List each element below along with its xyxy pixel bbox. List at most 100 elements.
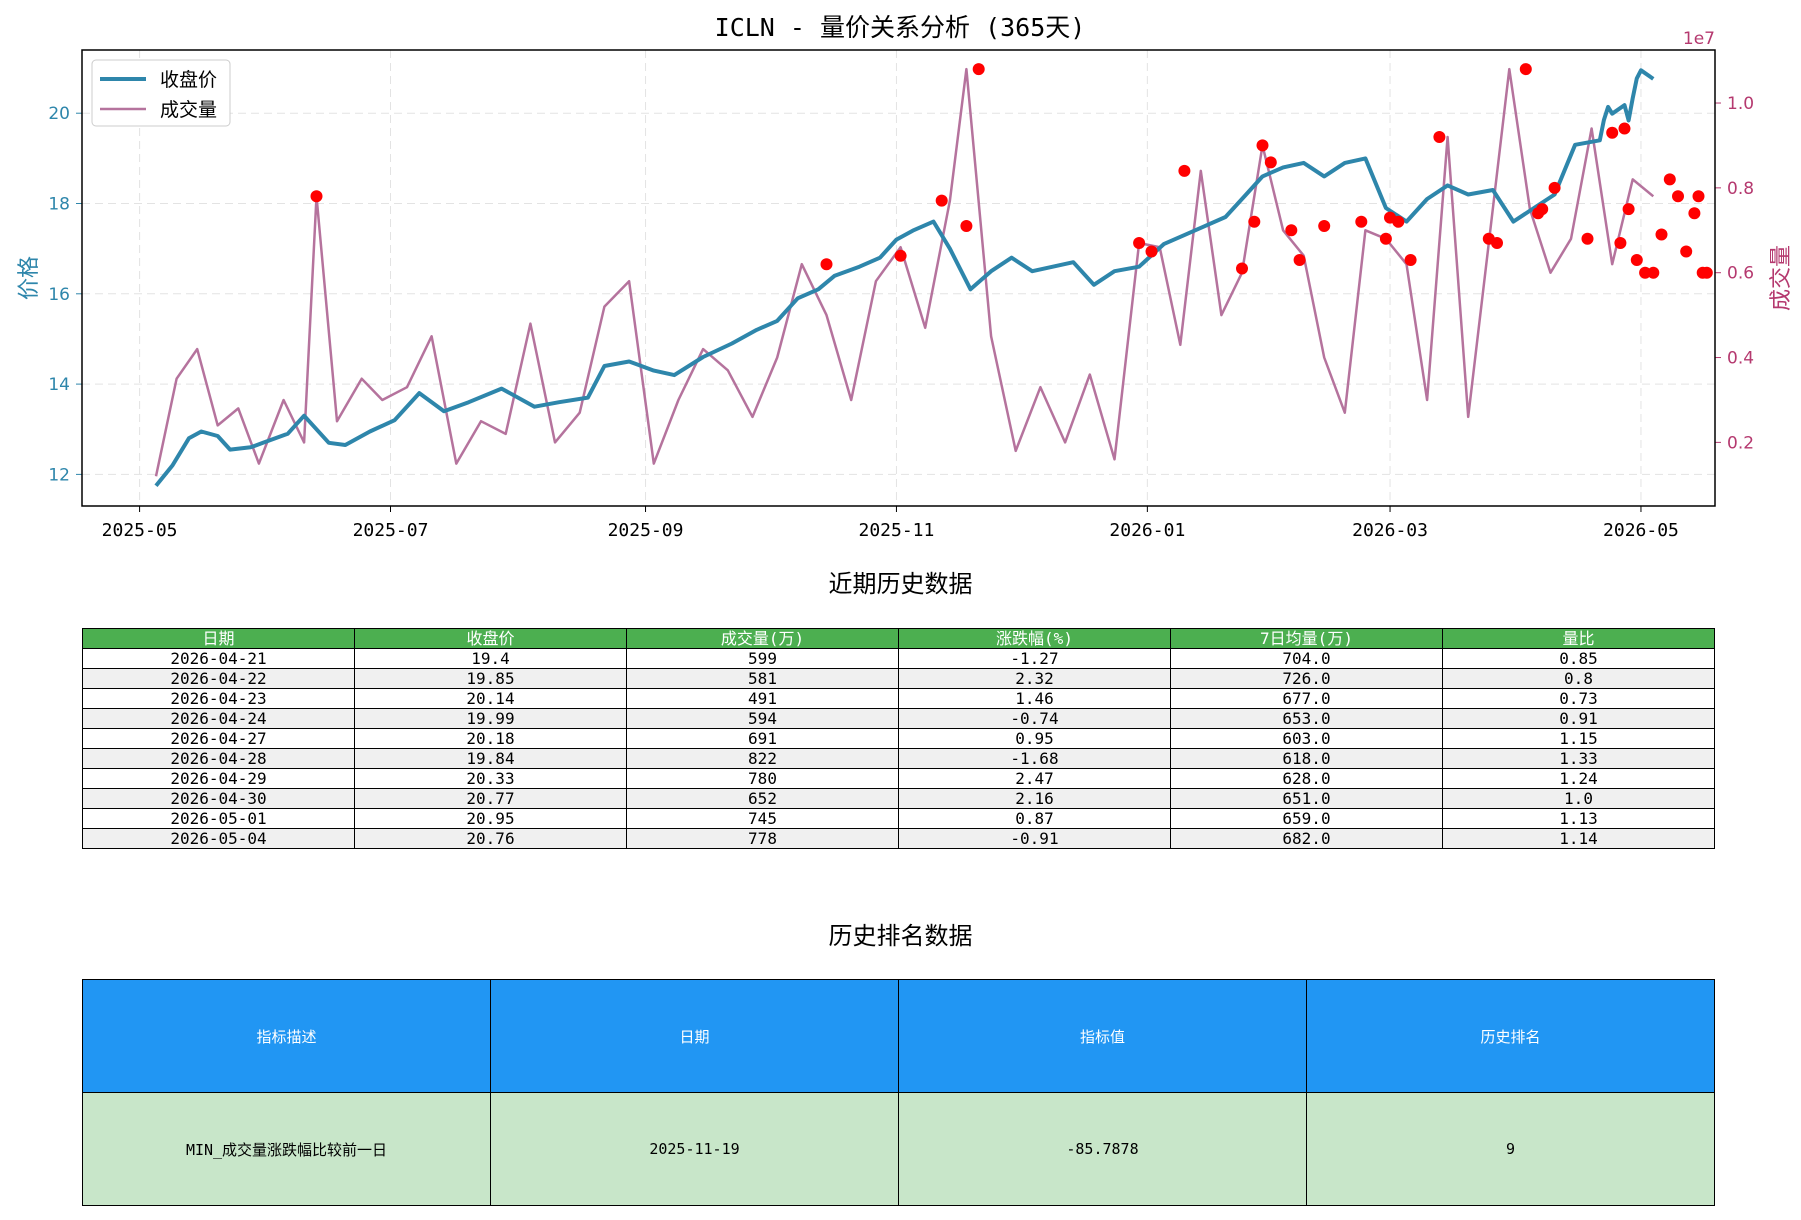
table-cell: 618.0	[1170, 748, 1443, 769]
column-header: 指标描述	[82, 979, 491, 1093]
table-cell: 651.0	[1170, 788, 1443, 809]
recent-data-table: 日期 收盘价 成交量(万) 涨跌幅(%) 7日均量(万) 量比 2026-04-21 19.…	[82, 628, 1715, 849]
table-row: 2026-04-27 20.18 691 0.95 603.0 1.15	[82, 728, 1715, 749]
volume-marker-point	[1433, 131, 1446, 143]
table-cell: 2026-04-24	[82, 708, 355, 729]
table-cell: 581	[626, 668, 899, 689]
rank-table-header-row: 指标描述 日期 指标值 历史排名	[82, 979, 1715, 1093]
table-cell: 0.87	[898, 808, 1171, 829]
column-header: 历史排名	[1306, 979, 1715, 1093]
table-cell: 0.73	[1442, 688, 1715, 709]
table-row: 2026-04-30 20.77 652 2.16 651.0 1.0	[82, 788, 1715, 809]
volume-marker-point	[1256, 139, 1269, 152]
volume-marker-point	[1236, 262, 1248, 275]
y-left-tick-label: 14	[48, 375, 70, 395]
table-cell: 2026-05-01	[82, 808, 355, 829]
volume-marker-point	[1688, 207, 1701, 220]
table-row: 2026-05-04 20.76 778 -0.91 682.0 1.14	[82, 828, 1715, 849]
table-cell: 20.95	[354, 808, 627, 829]
plot-frame	[81, 49, 1716, 507]
table-cell: 491	[626, 688, 899, 709]
table-cell: -0.91	[898, 828, 1171, 849]
volume-marker-point	[1318, 220, 1331, 232]
volume-marker-point	[1248, 215, 1261, 228]
table-cell: 2026-04-23	[82, 688, 355, 709]
table-row: 2026-04-29 20.33 780 2.47 628.0 1.24	[82, 768, 1715, 789]
table-row: 2026-04-23 20.14 491 1.46 677.0 0.73	[82, 688, 1715, 709]
table-cell: 2026-04-30	[82, 788, 355, 809]
recent-data-title: 近期历史数据	[828, 570, 973, 598]
volume-marker-point	[1622, 203, 1635, 216]
y-right-tick-label: 0.8	[1727, 179, 1754, 199]
volume-marker-point	[1672, 190, 1684, 203]
column-header: 涨跌幅(%)	[898, 628, 1171, 649]
table-cell: 780	[626, 768, 899, 789]
volume-marker-point	[1285, 224, 1298, 237]
volume-marker-point	[1663, 173, 1676, 186]
volume-marker-point	[1692, 190, 1705, 203]
x-tick-label: 2025-09	[608, 520, 684, 541]
legend: 收盘价 成交量	[91, 59, 231, 127]
x-tick-label: 2026-03	[1352, 520, 1428, 541]
volume-marker-point	[1379, 232, 1392, 245]
ranking-data-title: 历史排名数据	[828, 922, 973, 950]
volume-marker-point	[1293, 254, 1306, 266]
volume-marker-point	[820, 258, 833, 271]
table-cell: 2.32	[898, 668, 1171, 689]
volume-price-chart: ICLN - 量价关系分析 (365天) 2025-05 2025-07 2025-…	[17, 13, 1794, 541]
column-header: 日期	[82, 628, 355, 649]
table-row: MIN_成交量涨跌幅比较前一日 2025-11-19 -85.7878 9	[82, 1092, 1715, 1206]
table-cell: 1.24	[1442, 768, 1715, 789]
price-series-line	[154, 68, 1655, 487]
legend-volume-label: 成交量	[160, 99, 217, 121]
legend-price-label: 收盘价	[160, 69, 217, 91]
table-cell: 628.0	[1170, 768, 1443, 789]
table-row: 2026-04-21 19.4 599 -1.27 704.0 0.85	[82, 648, 1715, 669]
column-header: 成交量(万)	[626, 628, 899, 649]
table-cell: 653.0	[1170, 708, 1443, 729]
volume-marker-point	[1581, 232, 1594, 245]
table-cell: 1.13	[1442, 808, 1715, 829]
y-left-tick-label: 20	[48, 104, 70, 124]
ranking-data-table: 指标描述 日期 指标值 历史排名 MIN_成交量涨跌幅比较前一日 2025-11-19-…	[82, 979, 1715, 1206]
volume-marker-point	[972, 63, 985, 76]
table-cell: 1.15	[1442, 728, 1715, 749]
y-right-tick-label: 0.4	[1727, 349, 1754, 369]
table-cell: 691	[626, 728, 899, 749]
table-cell: 822	[626, 748, 899, 769]
x-tick-label: 2025-05	[102, 520, 178, 541]
table-cell: 682.0	[1170, 828, 1443, 849]
table-cell: 2026-04-22	[82, 668, 355, 689]
table-cell: 726.0	[1170, 668, 1443, 689]
column-header: 量比	[1442, 628, 1715, 649]
table-cell: 599	[626, 648, 899, 669]
volume-marker-point	[1519, 63, 1532, 76]
volume-marker-point	[1680, 245, 1693, 258]
column-header: 指标值	[898, 979, 1307, 1093]
table-cell: 0.95	[898, 728, 1171, 749]
volume-marker-point	[1618, 122, 1631, 135]
volume-marker-point	[1133, 237, 1146, 249]
volume-marker-point	[1145, 245, 1158, 258]
x-tick-label: 2025-11	[859, 520, 935, 541]
table-cell: 2026-05-04	[82, 828, 355, 849]
volume-marker-point	[935, 194, 948, 207]
table-cell: -85.7878	[898, 1092, 1307, 1206]
y-right-tick-label: 0.2	[1727, 433, 1754, 453]
table-cell: 9	[1306, 1092, 1715, 1206]
volume-marker-point	[1606, 126, 1619, 139]
table-cell: 603.0	[1170, 728, 1443, 749]
y-left-tick-label: 16	[48, 285, 70, 305]
volume-marker-point	[1700, 266, 1713, 279]
table-cell: 659.0	[1170, 808, 1443, 829]
table-cell: 2026-04-28	[82, 748, 355, 769]
volume-marker-point	[1491, 237, 1503, 249]
chart-title: ICLN - 量价关系分析 (365天)	[715, 13, 1086, 42]
volume-marker-point	[1548, 181, 1561, 194]
table-cell: 652	[626, 788, 899, 809]
table-cell: 19.4	[354, 648, 627, 669]
y-right-tick-label: 0.6	[1727, 264, 1754, 284]
y-left-tick-label: 18	[48, 195, 70, 215]
table-cell: 2.16	[898, 788, 1171, 809]
x-tick-label: 2026-05	[1603, 520, 1679, 541]
